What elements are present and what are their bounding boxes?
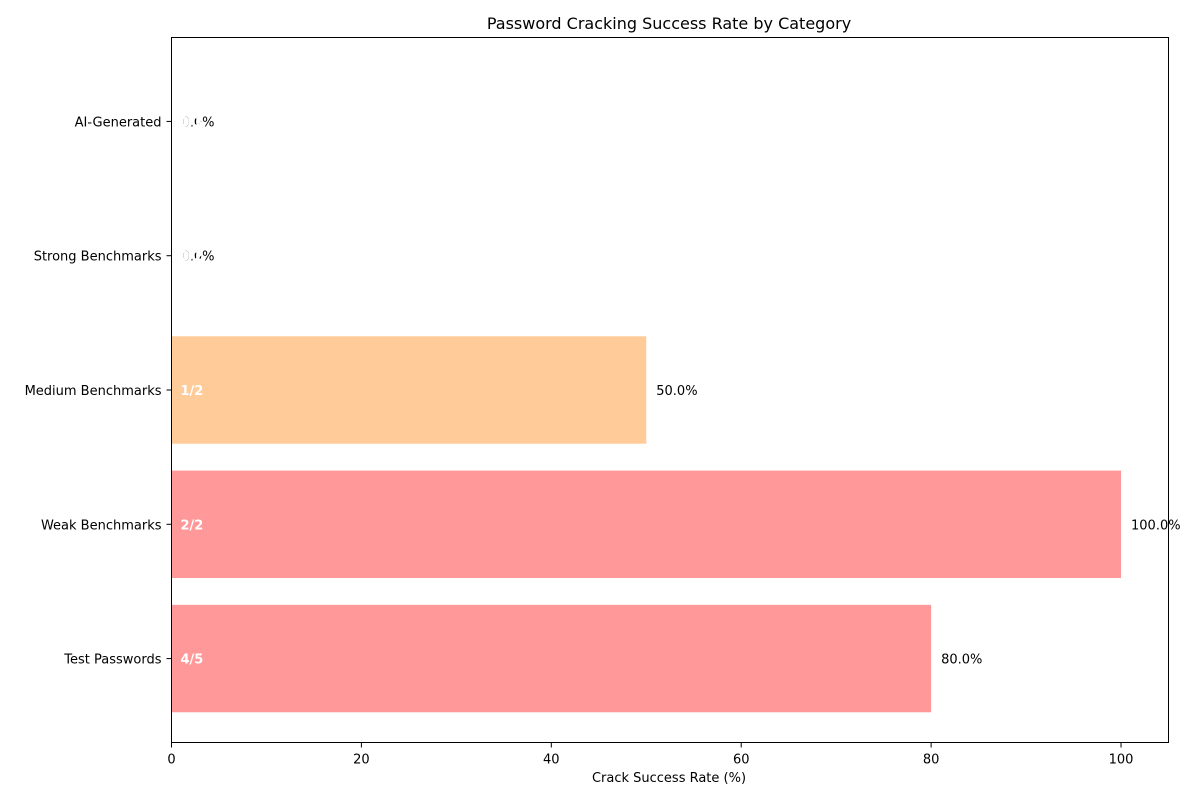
count-label: 0/2 [181, 250, 204, 265]
bar-weak-benchmarks [171, 470, 1122, 578]
value-label: 100.0% [1131, 518, 1181, 533]
bar-test-passwords [171, 604, 932, 713]
value-label: 50.0% [656, 384, 697, 399]
bars-layer [171, 336, 1122, 713]
x-axis-label: Crack Success Rate (%) [592, 771, 746, 786]
count-label: 4/5 [181, 653, 204, 668]
count-label: 2/2 [181, 518, 204, 533]
value-label: 0.0% [182, 250, 215, 265]
x-tick-label: 80 [923, 753, 940, 768]
count-label: 0/3 [181, 115, 204, 130]
count-label: 1/2 [181, 384, 204, 399]
y-tick-label: Medium Benchmarks [25, 384, 162, 399]
y-axis: AI-Generated Strong Benchmarks Medium Benc… [25, 115, 172, 668]
bar-medium-benchmarks [171, 336, 647, 444]
x-tick-label: 40 [543, 753, 560, 768]
y-tick-label: Weak Benchmarks [41, 518, 162, 533]
chart-title: Password Cracking Success Rate by Catego… [487, 14, 851, 33]
x-axis: 0 20 40 60 80 100 [167, 742, 1134, 768]
x-tick-label: 60 [733, 753, 750, 768]
y-tick-label: Strong Benchmarks [34, 250, 162, 265]
y-tick-label: Test Passwords [63, 653, 161, 668]
x-tick-label: 20 [353, 753, 370, 768]
value-label: 0.0% [182, 115, 215, 130]
value-label: 80.0% [941, 653, 982, 668]
x-tick-label: 0 [167, 753, 175, 768]
y-tick-label: AI-Generated [75, 115, 162, 130]
x-tick-label: 100 [1109, 753, 1134, 768]
